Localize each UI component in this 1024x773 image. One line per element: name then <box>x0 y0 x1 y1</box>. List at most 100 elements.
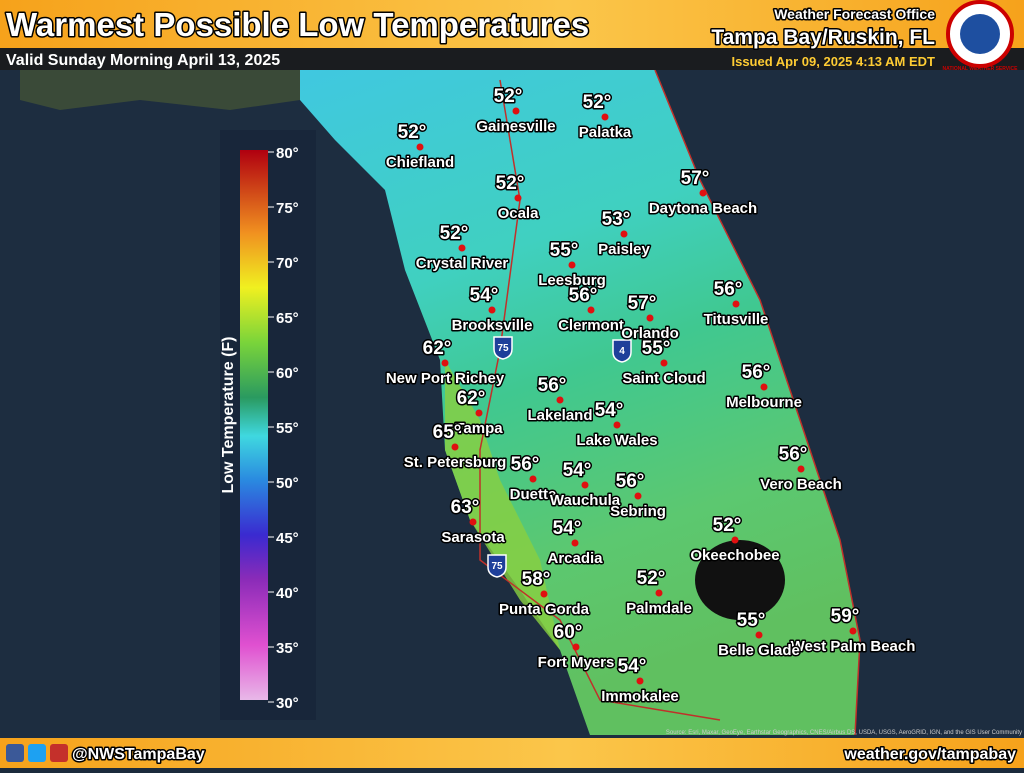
city-name: Vero Beach <box>760 476 842 493</box>
city-temp: 52° <box>583 92 612 113</box>
city-dot <box>601 113 609 121</box>
city-dot <box>613 421 621 429</box>
valid-bar <box>0 48 1024 70</box>
city-dot <box>572 643 580 651</box>
twitter-icon[interactable] <box>28 744 46 762</box>
legend-tick-label: 45° <box>276 530 299 547</box>
city-temp: 65° <box>433 422 462 443</box>
city-temp: 56° <box>779 444 808 465</box>
city-name: Chiefland <box>386 154 454 171</box>
city-temp: 54° <box>553 518 582 539</box>
legend-tick-label: 55° <box>276 420 299 437</box>
city-dot <box>488 306 496 314</box>
city-dot <box>699 189 707 197</box>
city-dot <box>514 194 522 202</box>
city-name: St. Petersburg <box>404 454 507 471</box>
city-temp: 54° <box>470 285 499 306</box>
city-name: Melbourne <box>726 394 802 411</box>
city-temp: 54° <box>618 656 647 677</box>
city-dot <box>581 481 589 489</box>
city-temp: 57° <box>628 293 657 314</box>
city-temp: 55° <box>642 338 671 359</box>
city-name: Arcadia <box>547 550 603 567</box>
shield-label: 75 <box>491 561 503 572</box>
city-dot <box>849 627 857 635</box>
city-name: West Palm Beach <box>791 638 916 655</box>
city-dot <box>634 492 642 500</box>
city-dot <box>512 107 520 115</box>
city-dot <box>540 590 548 598</box>
city-name: Belle Glade <box>718 642 800 659</box>
city-dot <box>458 244 466 252</box>
city-name: New Port Richey <box>386 370 505 387</box>
city-name: Leesburg <box>538 272 606 289</box>
logo-inner <box>960 14 1000 54</box>
legend-tick-label: 35° <box>276 640 299 657</box>
city-temp: 55° <box>550 240 579 261</box>
city-temp: 56° <box>569 285 598 306</box>
city-name: Sarasota <box>441 529 505 546</box>
city-temp: 52° <box>496 173 525 194</box>
shield-label: 75 <box>497 343 509 354</box>
city-name: Sebring <box>610 503 666 520</box>
city-temp: 60° <box>554 622 583 643</box>
city-name: Fort Myers <box>538 654 615 671</box>
city-name: Clermont <box>558 317 624 334</box>
city-name: Ocala <box>498 205 540 222</box>
title: Warmest Possible Low Temperatures <box>6 6 589 43</box>
city-temp: 53° <box>602 209 631 230</box>
lake-okeechobee <box>695 540 785 620</box>
city-dot <box>556 396 564 404</box>
highway <box>479 79 721 721</box>
city-dot <box>636 677 644 685</box>
city-name: Lakeland <box>527 407 592 424</box>
office-line: Weather Forecast Office <box>774 6 935 22</box>
youtube-icon[interactable] <box>50 744 68 762</box>
highway <box>654 69 861 736</box>
city-dot <box>646 314 654 322</box>
handle[interactable]: @NWSTampaBay <box>71 745 207 765</box>
colorbar <box>240 150 268 700</box>
issued: Issued Apr 09, 2025 4:13 AM EDT <box>731 54 935 69</box>
city-temp: 55° <box>737 610 766 631</box>
city-temp: 52° <box>440 223 469 244</box>
attribution: Source: Esri, Maxar, GeoEye, Earthstar G… <box>666 730 1022 736</box>
logo-text: NATIONAL WEATHER SERVICE <box>943 66 1019 72</box>
facebook-icon[interactable] <box>6 744 24 762</box>
city-name: Immokalee <box>601 688 679 705</box>
city-dot <box>755 631 763 639</box>
city-name: Wauchula <box>550 492 621 509</box>
shield <box>493 336 513 360</box>
city-name: Daytona Beach <box>649 200 757 217</box>
city-temp: 63° <box>451 497 480 518</box>
legend-tick-label: 70° <box>276 255 299 272</box>
legend-label: Low Temperature (F) <box>220 336 237 493</box>
legend-tick-label: 65° <box>276 310 299 327</box>
city-dot <box>451 443 459 451</box>
city-dot <box>731 536 739 544</box>
city-dot <box>416 143 424 151</box>
city-name: Titusville <box>704 311 769 328</box>
city-name: Tampa <box>455 420 503 437</box>
city-name: Okeechobee <box>690 547 779 564</box>
valid: Valid Sunday Morning April 13, 2025 <box>6 52 280 69</box>
city-name: Saint Cloud <box>622 370 705 387</box>
city-temp: 58° <box>522 569 551 590</box>
city-name: Palatka <box>579 124 632 141</box>
legend-tick-label: 75° <box>276 200 299 217</box>
city-temp: 56° <box>511 454 540 475</box>
city-dot <box>655 589 663 597</box>
city-dot <box>568 261 576 269</box>
city-temp: 56° <box>616 471 645 492</box>
city-temp: 59° <box>831 606 860 627</box>
legend-tick-label: 40° <box>276 585 299 602</box>
city-temp: 56° <box>742 362 771 383</box>
url[interactable]: weather.gov/tampabay <box>842 745 1018 765</box>
city-name: Crystal River <box>416 255 509 272</box>
city-name: Brooksville <box>452 317 533 334</box>
city-temp: 62° <box>423 338 452 359</box>
city-dot <box>571 539 579 547</box>
city-temp: 52° <box>637 568 666 589</box>
office: Tampa Bay/Ruskin, FL <box>711 26 935 49</box>
